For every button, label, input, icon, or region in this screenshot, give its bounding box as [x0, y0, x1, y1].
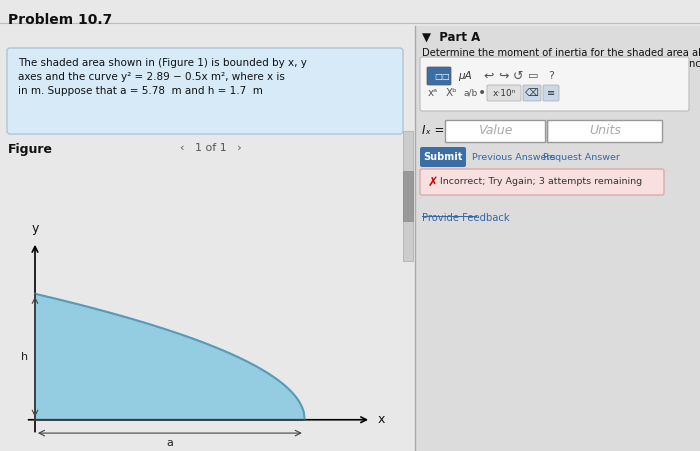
Text: Units: Units — [589, 124, 621, 138]
Text: Figure: Figure — [8, 143, 53, 156]
Text: Problem 10.7: Problem 10.7 — [8, 13, 112, 27]
Text: Submit: Submit — [424, 152, 463, 162]
Text: xᵃ: xᵃ — [428, 88, 438, 98]
FancyBboxPatch shape — [543, 85, 559, 101]
Text: ▭: ▭ — [528, 71, 538, 81]
FancyBboxPatch shape — [427, 67, 451, 85]
FancyBboxPatch shape — [415, 26, 700, 451]
FancyBboxPatch shape — [420, 169, 664, 195]
FancyBboxPatch shape — [445, 120, 545, 142]
Text: Previous Answers: Previous Answers — [472, 152, 555, 161]
Text: ▼  Part A: ▼ Part A — [422, 31, 480, 44]
FancyBboxPatch shape — [487, 85, 521, 101]
Text: Xᵇ: Xᵇ — [446, 88, 458, 98]
Text: Determine the moment of inertia for the shaded area about the x axis.: Determine the moment of inertia for the … — [422, 48, 700, 58]
Text: x·10ⁿ: x·10ⁿ — [492, 88, 516, 97]
Text: ↪: ↪ — [498, 69, 508, 83]
Text: The shaded area shown in (Figure 1) is bounded by x, y
axes and the curve y² = 2: The shaded area shown in (Figure 1) is b… — [18, 58, 307, 96]
Text: a/b: a/b — [463, 88, 477, 97]
FancyBboxPatch shape — [420, 57, 689, 111]
Text: Provide Feedback: Provide Feedback — [422, 213, 510, 223]
Text: a: a — [167, 438, 174, 448]
Text: x: x — [378, 413, 386, 426]
FancyBboxPatch shape — [547, 120, 662, 142]
FancyBboxPatch shape — [403, 171, 413, 221]
Text: Incorrect; Try Again; 3 attempts remaining: Incorrect; Try Again; 3 attempts remaini… — [440, 178, 642, 187]
Text: ?: ? — [548, 71, 554, 81]
Text: y: y — [32, 221, 38, 235]
Text: Request Answer: Request Answer — [543, 152, 620, 161]
FancyBboxPatch shape — [420, 147, 466, 167]
Text: ✗: ✗ — [428, 175, 438, 189]
Text: ↺: ↺ — [513, 69, 524, 83]
Polygon shape — [35, 294, 304, 420]
FancyBboxPatch shape — [403, 131, 413, 261]
Text: ⌫: ⌫ — [525, 88, 539, 98]
Text: μA: μA — [458, 71, 472, 81]
Text: •: • — [478, 86, 486, 100]
Text: ≡: ≡ — [547, 88, 555, 98]
Text: □□: □□ — [434, 72, 449, 80]
Text: Iₓ =: Iₓ = — [422, 124, 444, 138]
Text: ↩: ↩ — [483, 69, 493, 83]
Text: h: h — [21, 352, 28, 362]
Text: Express your answer to three significant figures and include the appropriate uni: Express your answer to three significant… — [422, 59, 700, 69]
Text: Value: Value — [477, 124, 512, 138]
FancyBboxPatch shape — [7, 48, 403, 134]
Text: ‹   1 of 1   ›: ‹ 1 of 1 › — [180, 143, 242, 153]
FancyBboxPatch shape — [523, 85, 541, 101]
FancyBboxPatch shape — [0, 26, 415, 451]
